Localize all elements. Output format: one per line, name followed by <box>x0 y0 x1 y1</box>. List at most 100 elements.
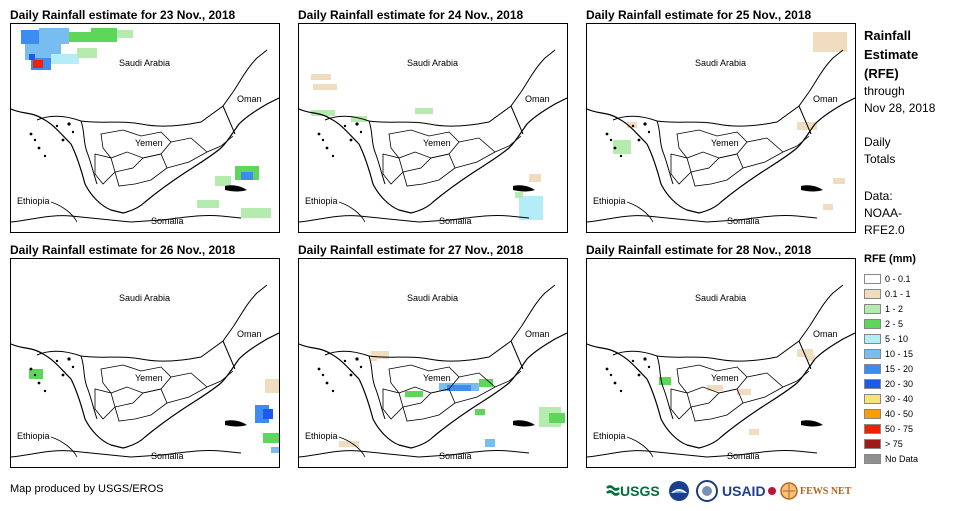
rainfall-patch <box>265 379 279 393</box>
country-label-yemen: Yemen <box>711 373 739 383</box>
legend-swatch <box>864 289 881 299</box>
usaid-dot-icon <box>767 487 776 495</box>
data-source-text: Data: NOAA- RFE2.0 <box>864 188 905 239</box>
map-panel-2: Saudi Arabia Oman Yemen Ethiopia Somalia <box>298 23 568 233</box>
legend-swatch <box>864 394 881 404</box>
country-label-saudi: Saudi Arabia <box>407 58 459 68</box>
rainfall-patch <box>707 385 723 391</box>
legend-label: 20 - 30 <box>885 379 914 389</box>
legend-label: 0.1 - 1 <box>885 289 911 299</box>
country-label-ethiopia: Ethiopia <box>17 196 50 206</box>
legend-label: 0 - 0.1 <box>885 274 911 284</box>
country-label-oman: Oman <box>525 94 550 104</box>
usgs-logo-text: USGS <box>620 483 660 499</box>
country-label-yemen: Yemen <box>423 373 451 383</box>
rainfall-patch <box>529 174 541 182</box>
rainfall-patch <box>263 433 279 443</box>
legend-swatch <box>864 319 881 329</box>
panel-title-4: Daily Rainfall estimate for 26 Nov., 201… <box>10 243 236 257</box>
legend-swatch <box>864 274 881 284</box>
legend-label: > 75 <box>885 439 903 449</box>
rainfall-patch <box>69 32 93 42</box>
fews-net-logo-text: FEWS NET <box>800 485 852 497</box>
rainfall-patch <box>351 116 367 122</box>
noaa-logo <box>668 479 690 503</box>
date-range-line: through <box>864 84 905 98</box>
map-panel-5: Saudi Arabia Oman Yemen Ethiopia Somalia <box>298 258 568 468</box>
map-panel-4: Saudi Arabia Oman Yemen Ethiopia Somalia <box>10 258 280 468</box>
country-label-yemen: Yemen <box>423 138 451 148</box>
rainfall-patch <box>91 28 117 42</box>
rainfall-patch <box>117 30 133 38</box>
panel-title-1: Daily Rainfall estimate for 23 Nov., 201… <box>10 8 236 22</box>
country-label-ethiopia: Ethiopia <box>305 431 338 441</box>
fews-net-logo: FEWS NET <box>780 479 853 503</box>
rainfall-patch <box>519 196 543 220</box>
country-label-yemen: Yemen <box>711 138 739 148</box>
rainfall-patch <box>485 439 495 447</box>
map-drawing <box>11 284 279 458</box>
data-source-line: NOAA- <box>864 206 903 220</box>
legend-heading: Rainfall Estimate (RFE) <box>864 26 918 83</box>
map-drawing <box>587 284 855 458</box>
rainfall-patch <box>627 122 637 128</box>
map-panel-1: Saudi Arabia Oman Yemen Ethiopia Somalia <box>10 23 280 233</box>
country-label-saudi: Saudi Arabia <box>695 58 747 68</box>
rainfall-patch <box>807 355 815 361</box>
rainfall-patch <box>515 192 523 198</box>
country-label-yemen: Yemen <box>135 373 163 383</box>
rainfall-patch <box>271 447 279 453</box>
map-panel-3: Saudi Arabia Oman Yemen Ethiopia Somalia <box>586 23 856 233</box>
country-label-oman: Oman <box>237 329 262 339</box>
legend-swatch <box>864 349 881 359</box>
country-label-somalia: Somalia <box>151 216 184 226</box>
rainfall-patch <box>241 208 271 218</box>
government-seal-icon <box>696 480 718 502</box>
country-label-ethiopia: Ethiopia <box>593 196 626 206</box>
rainfall-patch <box>823 204 833 210</box>
rainfall-patch <box>39 28 69 44</box>
rainfall-patch <box>737 389 751 395</box>
rainfall-patch <box>447 385 471 391</box>
legend-label: 2 - 5 <box>885 319 904 329</box>
map-credit: Map produced by USGS/EROS <box>10 483 164 495</box>
legend-swatch <box>864 334 881 344</box>
rainfall-patch <box>33 60 43 68</box>
rainfall-patch <box>833 178 845 184</box>
rainfall-patch <box>659 377 671 385</box>
rainfall-patch <box>613 140 631 154</box>
noaa-emblem-icon <box>669 481 689 501</box>
rainfall-patch <box>29 369 43 379</box>
country-label-oman: Oman <box>813 329 838 339</box>
usgs-wave-icon <box>606 485 620 496</box>
legend-label: 40 - 50 <box>885 409 914 419</box>
legend-label: 5 - 10 <box>885 334 909 344</box>
legend-heading-line: Rainfall <box>864 28 911 43</box>
rainfall-patch <box>373 351 389 359</box>
rainfall-patch <box>215 176 231 186</box>
country-label-oman: Oman <box>525 329 550 339</box>
usaid-logo-text: USAID <box>722 483 766 499</box>
rainfall-patch <box>313 84 337 90</box>
rainfall-patch <box>241 172 253 180</box>
country-label-ethiopia: Ethiopia <box>305 196 338 206</box>
legend-unit-title: RFE (mm) <box>864 253 916 265</box>
legend-swatch <box>864 424 881 434</box>
rainfall-patch <box>797 122 817 130</box>
panel-title-5: Daily Rainfall estimate for 27 Nov., 201… <box>298 243 524 257</box>
country-label-somalia: Somalia <box>439 451 472 461</box>
fews-globe-icon <box>780 482 798 500</box>
country-label-somalia: Somalia <box>439 216 472 226</box>
rainfall-patch <box>29 54 35 60</box>
panel-title-2: Daily Rainfall estimate for 24 Nov., 201… <box>298 8 524 22</box>
legend-label: 15 - 20 <box>885 364 914 374</box>
rainfall-patch <box>749 429 759 435</box>
country-label-ethiopia: Ethiopia <box>593 431 626 441</box>
legend-heading-line: Estimate <box>864 47 919 62</box>
partner-logos: USGS USAID FEWS NET <box>606 479 853 503</box>
legend-swatch <box>864 439 881 449</box>
date-range-line: Nov 28, 2018 <box>864 101 936 115</box>
rainfall-patch <box>479 379 493 387</box>
rainfall-patch <box>797 349 813 357</box>
rainfall-patch <box>77 48 97 58</box>
